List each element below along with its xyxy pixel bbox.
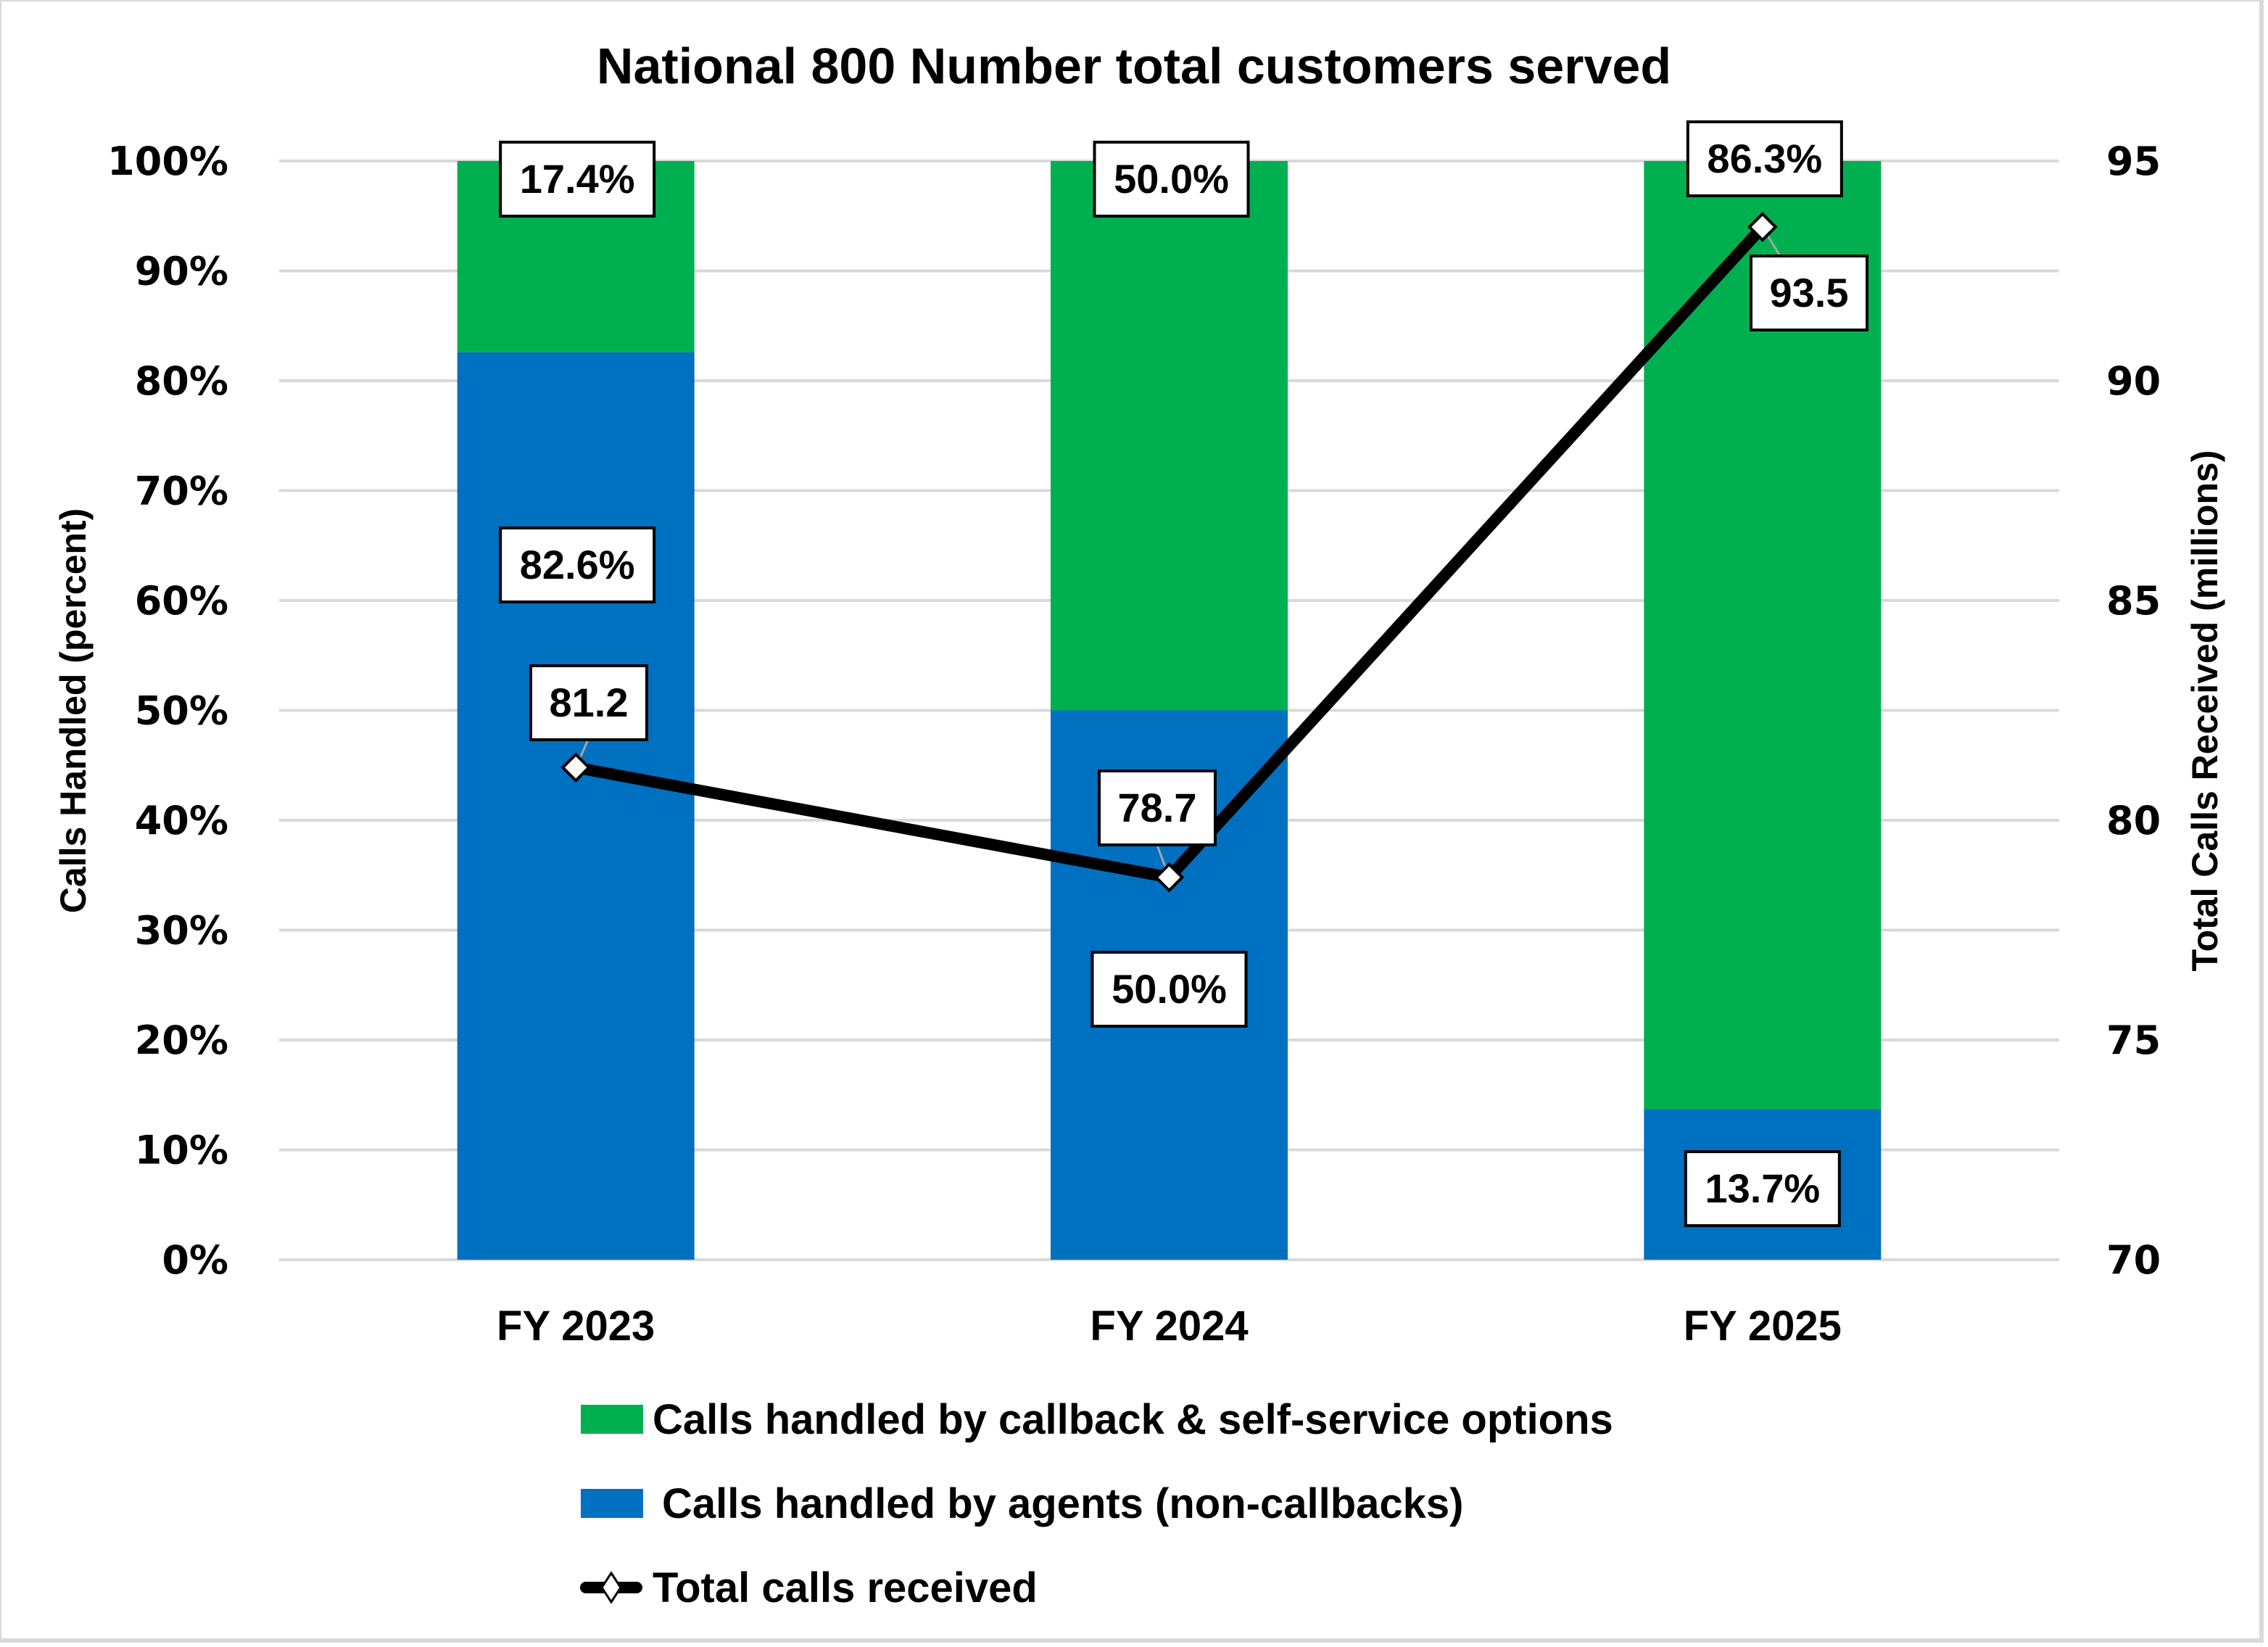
data-label-callback-text: 50.0%: [1114, 156, 1229, 202]
data-label-total-text: 78.7: [1118, 785, 1197, 830]
data-label-total-text: 93.5: [1770, 270, 1849, 315]
data-label-total: 78.7: [1098, 769, 1217, 846]
data-label-agents: 50.0%: [1090, 951, 1248, 1028]
data-label-agents-text: 82.6%: [520, 542, 635, 587]
bar-segment-callback: [1051, 161, 1288, 711]
legend-diamond-icon: [600, 1571, 622, 1604]
data-label-total-box: [529, 664, 648, 741]
data-label-agents: 13.7%: [1684, 1150, 1841, 1227]
y2-tick-label: 80: [2106, 798, 2161, 843]
y2-tick-label: 90: [2106, 358, 2161, 404]
data-label-total: 93.5: [1750, 255, 1868, 331]
y-tick-label: 10%: [135, 1128, 228, 1173]
data-label-agents-box: [1684, 1150, 1841, 1227]
y-axis-ticks: 0% 10% 20% 30% 40% 50% 60% 70% 80% 90% 100%: [107, 139, 228, 1283]
legend-item: Total calls received: [580, 1564, 1038, 1611]
y-tick-label: 0%: [162, 1237, 228, 1283]
y-tick-label: 60%: [135, 578, 228, 624]
data-label-callback: 50.0%: [1093, 141, 1250, 218]
y2-tick-label: 70: [2106, 1237, 2161, 1283]
data-label-callback-box: [1686, 120, 1843, 197]
data-label-callback-box: [499, 141, 656, 218]
y-tick-label: 20%: [135, 1017, 228, 1063]
y-tick-label: 30%: [135, 908, 228, 954]
y-tick-label: 50%: [135, 688, 228, 734]
legend-label: Total calls received: [653, 1564, 1038, 1611]
y-tick-label: 70%: [135, 468, 228, 514]
legend: Calls handled by callback & self-service…: [580, 1396, 1613, 1611]
y2-tick-label: 85: [2106, 578, 2161, 624]
data-label-agents: 82.6%: [499, 527, 656, 603]
bar-segment-agents: [457, 352, 695, 1260]
x-category-label: FY 2024: [1090, 1303, 1248, 1350]
data-label-total: 81.2: [529, 664, 648, 741]
diamond-marker: [560, 752, 591, 783]
legend-item: Calls handled by agents (non-callbacks): [581, 1480, 1463, 1527]
data-label-total-box: [1098, 769, 1217, 846]
data-label-callback-box: [1093, 141, 1250, 218]
y-tick-label: 80%: [135, 358, 228, 404]
data-label-total-box: [1750, 255, 1868, 331]
data-label-total-text: 81.2: [550, 680, 629, 725]
data-labels: 17.4% 82.6% 50.0% 50.0% 86.3% 13.7% 81.2 78.7 93…: [499, 120, 1868, 1227]
line-series: [560, 212, 1781, 893]
y2-axis-ticks: 70 75 80 85 90 95: [2106, 139, 2161, 1283]
y-tick-label: 90%: [135, 249, 228, 294]
diamond-marker: [1154, 862, 1185, 893]
x-category-label: FY 2025: [1684, 1303, 1842, 1350]
data-label-callback-text: 17.4%: [520, 156, 635, 202]
y-tick-label: 100%: [107, 139, 228, 184]
x-category-label: FY 2023: [497, 1303, 655, 1350]
diamond-marker: [1747, 212, 1778, 242]
data-label-agents-box: [499, 527, 656, 603]
legend-swatch: [581, 1405, 643, 1434]
legend-item: Calls handled by callback & self-service…: [581, 1396, 1613, 1443]
data-label-callback: 17.4%: [499, 141, 656, 218]
y2-axis-title: Total Calls Received (millions): [2185, 450, 2225, 972]
legend-label: Calls handled by callback & self-service…: [653, 1396, 1613, 1443]
chart-title: National 800 Number total customers serv…: [597, 38, 1671, 94]
legend-swatch: [581, 1489, 643, 1518]
bars: [457, 161, 1882, 1260]
data-label-callback-text: 86.3%: [1707, 136, 1822, 181]
data-label-agents-text: 13.7%: [1705, 1165, 1820, 1211]
data-label-agents-box: [1090, 951, 1248, 1028]
y2-tick-label: 95: [2106, 139, 2161, 184]
data-label-agents-text: 50.0%: [1112, 966, 1227, 1012]
x-axis-categories: FY 2023 FY 2024 FY 2025: [497, 1303, 1842, 1350]
y2-tick-label: 75: [2106, 1017, 2161, 1063]
y-tick-label: 40%: [135, 798, 228, 843]
legend-label: Calls handled by agents (non-callbacks): [662, 1480, 1463, 1527]
y-axis-title: Calls Handled (percent): [53, 508, 94, 913]
data-label-callback: 86.3%: [1686, 120, 1843, 197]
